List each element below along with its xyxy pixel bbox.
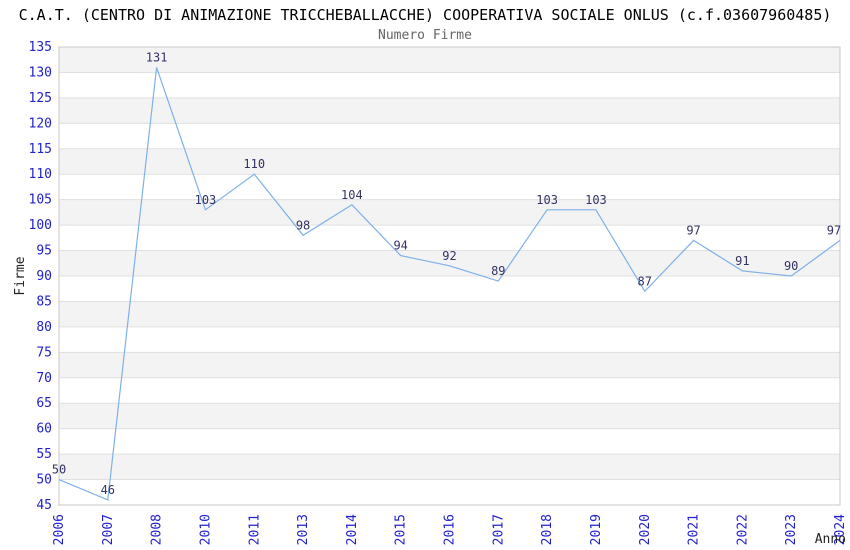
x-tick-label: 2015 bbox=[394, 514, 409, 545]
plot-bands bbox=[59, 47, 840, 480]
data-point-label: 87 bbox=[638, 274, 652, 288]
x-tick-label: 2016 bbox=[443, 514, 458, 545]
y-tick-label: 135 bbox=[29, 40, 52, 55]
y-tick-label: 60 bbox=[36, 422, 52, 437]
gridlines bbox=[59, 71, 840, 481]
x-tick-label: 2022 bbox=[735, 514, 750, 545]
data-point-label: 91 bbox=[735, 254, 749, 268]
data-point-label: 50 bbox=[52, 463, 66, 477]
chart-subtitle: Numero Firme bbox=[378, 28, 472, 43]
data-point-label: 103 bbox=[585, 193, 607, 207]
x-tick-label: 2019 bbox=[589, 514, 604, 545]
y-tick-label: 65 bbox=[36, 396, 52, 411]
data-point-label: 89 bbox=[491, 264, 505, 278]
data-point-label: 103 bbox=[536, 193, 558, 207]
y-tick-label: 120 bbox=[29, 116, 52, 131]
data-point-labels: 50 46 131 103 110 98 104 94 92 89 103 103 87 97 91 90 97 bbox=[52, 50, 841, 497]
plot-border bbox=[58, 46, 841, 506]
y-tick-label: 100 bbox=[29, 218, 52, 233]
data-point-label: 103 bbox=[195, 193, 217, 207]
y-tick-label: 115 bbox=[29, 142, 52, 157]
data-point-label: 97 bbox=[686, 223, 700, 237]
x-tick-label: 2006 bbox=[52, 514, 67, 545]
x-tick-label: 2008 bbox=[150, 514, 165, 545]
y-tick-label: 55 bbox=[36, 447, 52, 462]
data-line bbox=[58, 67, 841, 501]
y-axis-ticks: 45 50 55 60 65 70 75 80 85 90 95 100 105 110 115 120 125… bbox=[29, 40, 52, 513]
x-tick-label: 2011 bbox=[247, 514, 262, 545]
y-axis-title: Firme bbox=[13, 256, 28, 295]
data-point-label: 92 bbox=[442, 249, 456, 263]
x-tick-label: 2010 bbox=[198, 514, 213, 545]
data-point-label: 90 bbox=[784, 259, 798, 273]
y-tick-label: 90 bbox=[36, 269, 52, 284]
x-tick-label: 2007 bbox=[101, 514, 116, 545]
y-tick-label: 45 bbox=[36, 498, 52, 513]
y-tick-label: 85 bbox=[36, 294, 52, 309]
x-tick-label: 2018 bbox=[540, 514, 555, 545]
y-tick-label: 110 bbox=[29, 167, 52, 182]
data-point-label: 110 bbox=[243, 157, 265, 171]
y-tick-label: 75 bbox=[36, 345, 52, 360]
data-point-label: 131 bbox=[146, 50, 168, 64]
y-tick-label: 125 bbox=[29, 91, 52, 106]
y-tick-label: 130 bbox=[29, 65, 52, 80]
x-tick-label: 2023 bbox=[784, 514, 799, 545]
data-point-label: 94 bbox=[393, 239, 407, 253]
chart-title: C.A.T. (CENTRO DI ANIMAZIONE TRICCHEBALL… bbox=[18, 6, 832, 24]
data-point-label: 97 bbox=[827, 223, 841, 237]
y-tick-label: 95 bbox=[36, 244, 52, 259]
x-tick-label: 2014 bbox=[345, 514, 360, 545]
x-tick-label: 2013 bbox=[296, 514, 311, 545]
y-tick-label: 80 bbox=[36, 320, 52, 335]
y-tick-label: 50 bbox=[36, 473, 52, 488]
x-tick-label: 2020 bbox=[638, 514, 653, 545]
x-tick-label: 2017 bbox=[491, 514, 506, 545]
x-axis-ticks: 2006 2007 2008 2010 2011 2013 2014 2015 2016 2017… bbox=[52, 514, 848, 545]
x-tick-label: 2024 bbox=[833, 514, 848, 545]
y-tick-label: 70 bbox=[36, 371, 52, 386]
x-tick-label: 2021 bbox=[687, 514, 702, 545]
data-point-label: 104 bbox=[341, 188, 363, 202]
y-tick-label: 105 bbox=[29, 193, 52, 208]
data-point-label: 46 bbox=[101, 483, 115, 497]
data-point-label: 98 bbox=[296, 218, 310, 232]
x-axis-title: Anno bbox=[815, 532, 846, 547]
